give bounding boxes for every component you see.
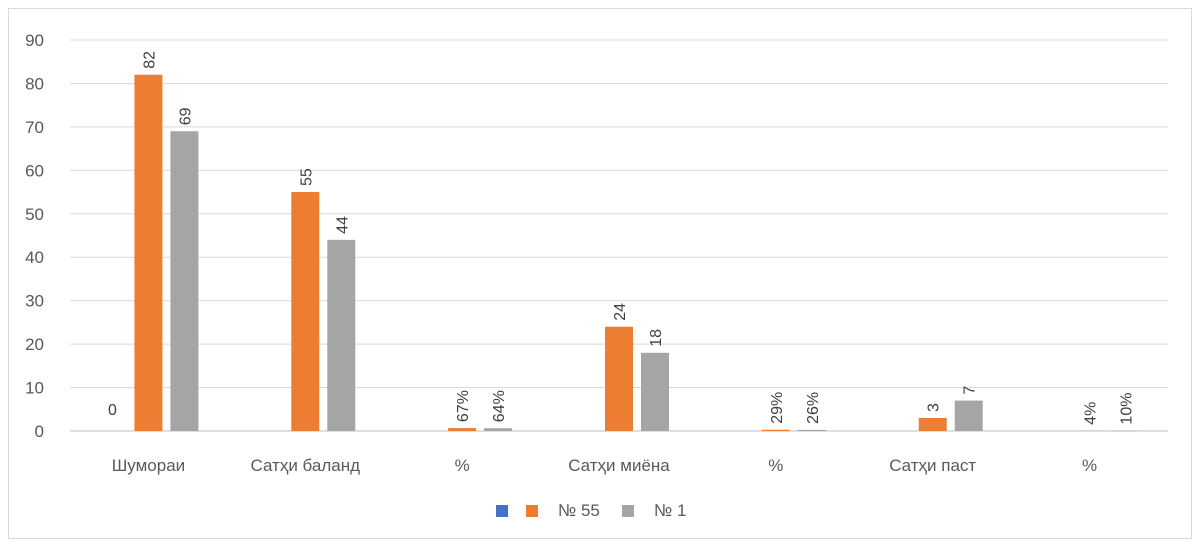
data-label: 26%: [805, 392, 822, 424]
bar: [641, 352, 669, 431]
bar: [954, 400, 983, 431]
y-tick-label: 50: [25, 205, 44, 224]
y-tick-label: 70: [25, 118, 44, 137]
bar: [484, 428, 513, 431]
x-tick-label: Сатҳи паст: [889, 456, 976, 475]
data-label: 10%: [1119, 393, 1136, 425]
y-tick-label: 40: [25, 248, 44, 267]
bar: [291, 192, 320, 431]
data-label: 69: [177, 107, 194, 125]
gridlines: [70, 39, 1168, 432]
data-labels: 0 82 69 55 44 67% 64% 24 18 29% 26% 3 7 4% 10%: [108, 51, 1136, 425]
bar: [605, 326, 633, 431]
data-label: 55: [298, 168, 315, 186]
y-tick-label: 0: [35, 422, 44, 441]
x-tick-label: Шумораи: [112, 456, 185, 475]
data-label: 7: [962, 386, 979, 395]
bar: [327, 239, 356, 431]
y-axis-ticks: 0 10 20 30 40 50 60 70 80 90: [25, 31, 44, 441]
data-label: 4%: [1083, 402, 1100, 425]
bar: [761, 429, 790, 431]
data-label: 82: [141, 51, 158, 69]
y-tick-label: 20: [25, 335, 44, 354]
bar: [134, 74, 163, 431]
data-label: 0: [108, 402, 117, 419]
bar: [170, 131, 199, 431]
legend-swatch: [622, 505, 634, 517]
x-tick-label: Сатҳи миёна: [568, 456, 670, 475]
legend: № 55 № 1: [496, 501, 686, 520]
x-tick-label: %: [768, 456, 783, 475]
x-tick-label: Сатҳи баланд: [251, 456, 361, 475]
data-label: 44: [334, 216, 351, 234]
legend-swatch: [526, 505, 538, 517]
bar: [918, 417, 947, 431]
legend-label: № 1: [654, 501, 686, 520]
x-axis-ticks: Шумораи Сатҳи баланд% Сатҳи миёна% Сатҳи па…: [112, 456, 1097, 475]
x-tick-label: %: [455, 456, 470, 475]
data-label: 18: [648, 329, 665, 347]
chart-frame: [8, 8, 1192, 539]
bar: [797, 429, 826, 431]
data-label: 29%: [769, 392, 786, 424]
data-label: 3: [926, 403, 943, 412]
bars: [134, 74, 1140, 431]
data-label: 67%: [455, 390, 472, 422]
y-tick-label: 90: [25, 31, 44, 50]
data-label: 64%: [491, 390, 508, 422]
y-tick-label: 10: [25, 379, 44, 398]
legend-label: № 55: [558, 501, 600, 520]
y-tick-label: 80: [25, 74, 44, 93]
x-tick-label: %: [1082, 456, 1097, 475]
y-tick-label: 60: [25, 161, 44, 180]
y-tick-label: 30: [25, 292, 44, 311]
bar: [448, 428, 477, 431]
legend-swatch: [496, 505, 508, 517]
data-label: 24: [612, 303, 629, 321]
